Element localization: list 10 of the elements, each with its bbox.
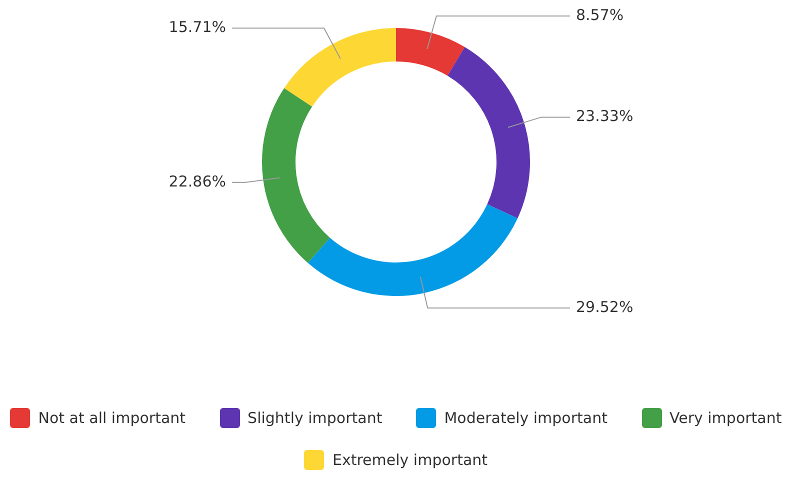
data-label: 23.33%	[576, 107, 634, 126]
legend-label: Extremely important	[332, 451, 488, 469]
data-label: 29.52%	[576, 298, 634, 316]
data-label: 15.71%	[168, 18, 226, 36]
data-label: 8.57%	[576, 6, 624, 24]
data-label: 22.86%	[168, 172, 226, 190]
legend-label: Very important	[670, 409, 782, 427]
legend-label: Not at all important	[38, 409, 186, 427]
legend-label: Moderately important	[444, 409, 608, 427]
legend-label: Slightly important	[248, 409, 382, 427]
